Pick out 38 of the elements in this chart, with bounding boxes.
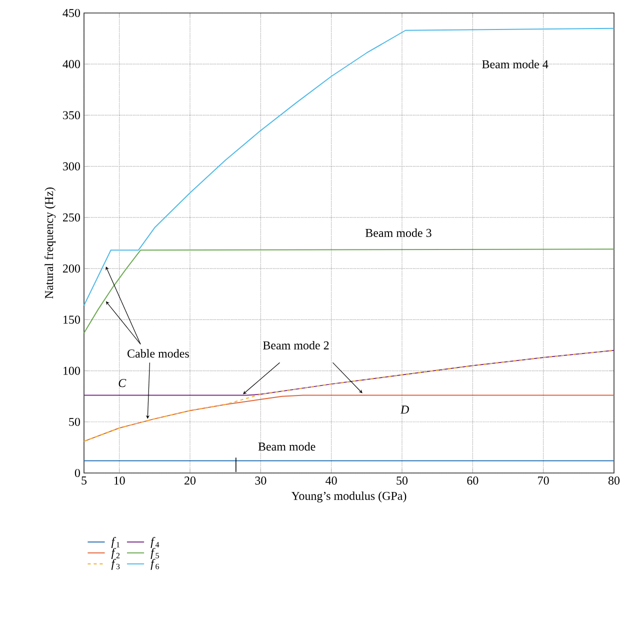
x-tick-label: 80 — [608, 476, 620, 485]
y-axis-title: Natural frequency (Hz) — [44, 188, 56, 299]
x-tick-label: 70 — [538, 476, 549, 485]
x-tick-label: 5 — [82, 476, 87, 484]
y-tick-label: 350 — [63, 111, 80, 120]
annotation: C — [118, 379, 126, 388]
annotation: Beam mode — [258, 442, 316, 451]
line-series — [83, 28, 615, 306]
annotation: Beam mode 2 — [263, 341, 329, 350]
y-tick-label: 100 — [64, 366, 80, 375]
x-tick-label: 40 — [326, 476, 337, 485]
legend-label: f$_{5}$ — [150, 548, 159, 559]
y-tick-label: 300 — [63, 162, 80, 170]
annotation: Cable modes — [128, 349, 189, 358]
x-tick-label: 10 — [114, 476, 125, 485]
annotation: Beam mode 3 — [365, 228, 432, 237]
y-tick-label: 250 — [63, 213, 80, 222]
legend-label: f$_{6}$ — [150, 558, 160, 570]
annotation: Beam mode 4 — [482, 60, 548, 68]
x-tick-label: 60 — [467, 476, 478, 485]
y-tick-label: 400 — [62, 60, 80, 68]
legend-label: f$_{1}$ — [111, 537, 120, 548]
y-tick-label: 50 — [69, 418, 80, 426]
legend-label: f$_{4}$ — [150, 537, 160, 548]
y-tick-label: 150 — [64, 316, 80, 324]
x-tick-label: 20 — [184, 476, 196, 485]
y-tick-label: 200 — [63, 264, 80, 273]
y-tick-label: 0 — [74, 468, 80, 478]
x-tick-label: 50 — [396, 476, 408, 485]
annotation: D — [400, 406, 409, 414]
line-series — [83, 350, 615, 442]
legend-label: f$_{2}$ — [111, 548, 120, 559]
line-series — [83, 350, 615, 396]
line-series — [83, 248, 615, 334]
y-tick-label: 450 — [62, 8, 80, 18]
x-axis-title: Young’s modulus (GPa) — [291, 491, 406, 502]
legend-label: f$_{3}$ — [111, 558, 120, 570]
x-tick-label: 30 — [255, 476, 266, 485]
